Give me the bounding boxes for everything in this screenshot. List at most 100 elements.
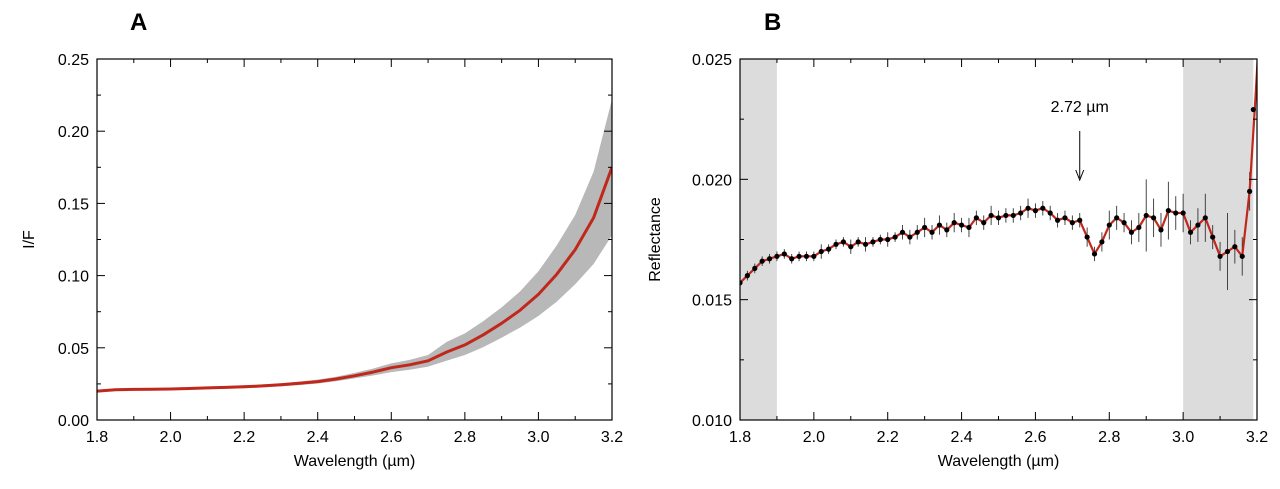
data-point [1069,220,1075,226]
data-point [899,229,906,235]
panel-a-plot-area [97,99,612,393]
data-point [1010,212,1016,219]
data-point [966,224,972,231]
data-point [1032,208,1039,214]
data-point [1143,212,1149,219]
data-point [1114,215,1120,221]
data-point [855,239,861,245]
data-point [1091,251,1098,257]
data-point [1106,222,1112,228]
wavelength-annotation-label: 2.72 µm [1051,99,1109,116]
panel-b-x-tick-label: 2.2 [877,429,899,446]
panel-a-x-tick-label: 3.0 [527,429,549,446]
data-point [1025,205,1031,211]
data-point [1062,215,1068,221]
panel-b-x-tick-label: 2.4 [950,429,972,446]
if-spectrum-line [97,166,612,393]
data-point [1099,239,1105,245]
panel-a-y-tick-label: 0.05 [58,341,89,358]
data-point [1003,212,1009,219]
panel-a-y-tick-label: 0.20 [58,124,89,141]
data-point [914,229,920,235]
data-point [1136,224,1142,231]
reflectance-line [740,59,1257,284]
data-point [1040,205,1046,211]
data-point [1202,215,1208,221]
data-point [796,253,802,259]
data-point [803,253,810,259]
panel-b-y-tick-label: 0.020 [692,172,732,189]
data-point [892,234,898,240]
data-point [877,236,883,243]
data-point [840,239,847,245]
panel-b-y-axis-label: Reflectance [647,197,664,282]
data-point [826,246,832,252]
panel-a-y-tick-label: 0.00 [58,413,89,430]
data-point [1054,217,1061,223]
data-point [922,224,928,231]
data-point [958,222,965,228]
panel-a-letter: A [130,9,147,36]
panel-a-chart: 1.8 2.0 2.2 2.4 2.6 2.8 3.0 3.2 0.00 0.05 0.10 0.15… [21,52,623,470]
data-point [1077,217,1083,223]
panel-b-x-tick-label: 2.8 [1098,429,1120,446]
panel-a-x-tick-label: 1.8 [86,429,108,446]
panel-a-plot-frame [96,58,613,421]
panel-a-x-tick-label: 2.2 [233,429,255,446]
panel-a-x-axis-label: Wavelength (µm) [294,453,416,470]
data-point [1128,229,1135,235]
data-point [870,239,876,245]
panel-b-x-axis-label: Wavelength (µm) [938,453,1060,470]
data-point [936,222,943,228]
data-point [848,244,854,250]
data-point [1187,229,1194,235]
panel-b-x-tick-label: 3.2 [1246,429,1268,446]
data-point [789,256,795,262]
data-point [1165,208,1171,214]
data-point [973,215,979,221]
data-point [1047,210,1053,216]
data-point [988,212,994,219]
data-point [1217,253,1223,259]
panel-b-plot-frame [739,58,1258,421]
panel-a-x-tick-label: 2.8 [454,429,476,446]
data-point [752,265,758,271]
data-point [951,220,957,226]
panel-b-x-tick-label: 2.0 [803,429,825,446]
data-point [1151,215,1157,221]
panel-b-letter: B [764,9,781,36]
data-point [885,236,891,243]
data-point [740,280,743,286]
panel-a-x-tick-label: 2.0 [159,429,181,446]
data-point [766,256,773,262]
panel-b-x-tick-label: 2.6 [1024,429,1046,446]
data-point [759,258,765,264]
panel-a-x-tick-label: 3.2 [601,429,623,446]
panel-a-x-tick-label: 2.4 [307,429,329,446]
panel-b-plot-area [740,59,1257,420]
annotation-arrow-head [1075,169,1085,182]
data-point [1195,222,1201,228]
panel-a-y-tick-label: 0.25 [58,52,89,69]
panel-b-y-tick-label: 0.015 [692,293,732,310]
data-point [929,229,935,235]
data-point [1180,210,1186,216]
data-point [981,220,987,226]
data-point [1173,210,1179,216]
panel-b-x-tick-label: 1.8 [729,429,751,446]
shaded-region [1183,59,1254,420]
panel-a-y-tick-label: 0.15 [58,196,89,213]
panel-a-y-tick-label: 0.10 [58,269,89,286]
data-point [1158,227,1164,233]
data-point [1232,244,1238,250]
data-point [907,234,913,240]
data-point [1239,253,1245,259]
data-point [781,251,787,257]
panel-a-y-axis-label: I/F [21,230,38,249]
uncertainty-band [97,99,612,393]
data-point [944,227,950,233]
data-point [744,273,750,279]
data-point [774,253,780,259]
data-point [1250,106,1256,113]
